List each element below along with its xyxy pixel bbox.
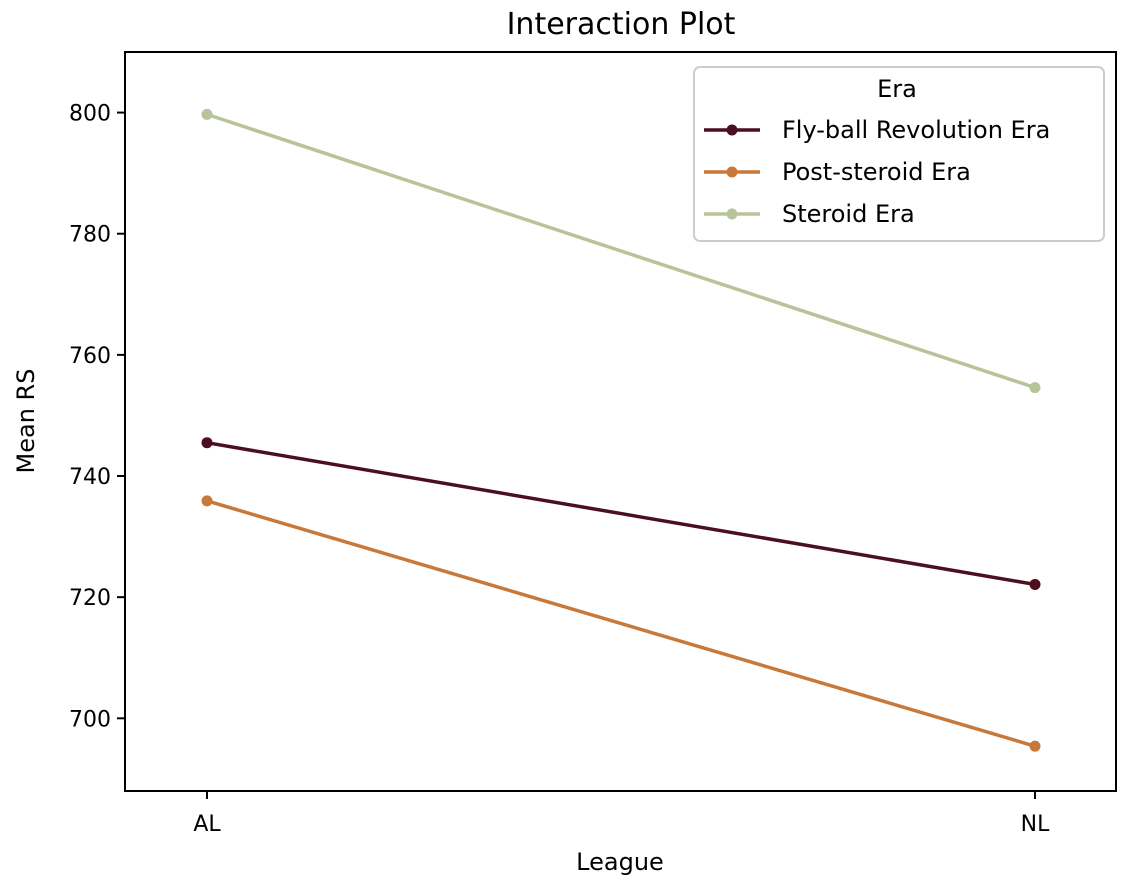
series-group xyxy=(201,108,1041,394)
x-axis: AL NL xyxy=(193,791,1050,837)
legend-title: Era xyxy=(877,75,917,103)
y-axis: 700 720 740 760 780 800 xyxy=(69,102,125,732)
series-layer xyxy=(201,108,1041,752)
chart-title: Interaction Plot xyxy=(507,7,736,42)
y-tick-label: 800 xyxy=(69,102,111,127)
y-tick-label: 720 xyxy=(69,586,111,611)
legend: Era Fly-ball Revolution Era Post-steroid … xyxy=(693,66,1105,242)
data-point xyxy=(201,437,213,449)
y-tick-label: 780 xyxy=(69,223,111,248)
legend-entry: Fly-ball Revolution Era xyxy=(704,116,1050,144)
data-point xyxy=(1029,578,1041,590)
series-line xyxy=(206,499,1036,748)
data-point xyxy=(201,495,213,507)
series-line xyxy=(206,112,1036,390)
plot-frame xyxy=(124,51,1117,792)
data-point xyxy=(1029,740,1041,752)
y-tick-label: 760 xyxy=(69,344,111,369)
legend-marker-swatch xyxy=(726,124,738,136)
y-tick-label: 700 xyxy=(69,707,111,732)
x-axis-label: League xyxy=(576,848,664,876)
legend-label: Post-steroid Era xyxy=(782,158,971,186)
legend-marker-swatch xyxy=(726,208,738,220)
x-tick-label: NL xyxy=(1021,812,1050,837)
x-tick-label: AL xyxy=(193,812,221,837)
data-point xyxy=(1029,382,1041,394)
legend-label: Steroid Era xyxy=(782,200,915,228)
series-group xyxy=(201,495,1041,752)
legend-entry: Steroid Era xyxy=(704,200,915,228)
legend-box xyxy=(693,66,1105,242)
legend-entry: Post-steroid Era xyxy=(704,158,971,186)
legend-label: Fly-ball Revolution Era xyxy=(782,116,1050,144)
y-tick-label: 740 xyxy=(69,465,111,490)
series-line xyxy=(206,440,1036,587)
series-group xyxy=(201,437,1041,590)
legend-entries: Fly-ball Revolution Era Post-steroid Era S… xyxy=(704,116,1050,228)
data-point xyxy=(201,108,213,120)
legend-marker-swatch xyxy=(726,166,738,178)
y-axis-label: Mean RS xyxy=(12,369,40,474)
